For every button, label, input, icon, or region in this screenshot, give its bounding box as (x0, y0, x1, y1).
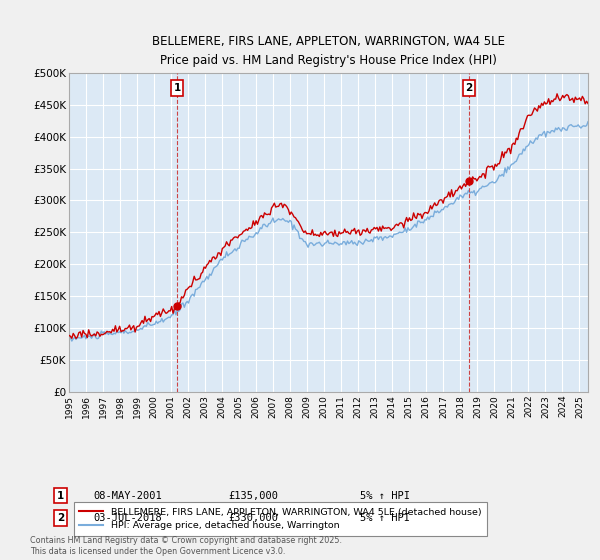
Title: BELLEMERE, FIRS LANE, APPLETON, WARRINGTON, WA4 5LE
Price paid vs. HM Land Regis: BELLEMERE, FIRS LANE, APPLETON, WARRINGT… (152, 35, 505, 67)
Text: Contains HM Land Registry data © Crown copyright and database right 2025.
This d: Contains HM Land Registry data © Crown c… (30, 536, 342, 556)
Text: 2: 2 (465, 83, 473, 93)
Text: £330,000: £330,000 (228, 513, 278, 523)
Text: 1: 1 (173, 83, 181, 93)
Text: 5% ↑ HPI: 5% ↑ HPI (360, 491, 410, 501)
Text: 2: 2 (57, 513, 64, 523)
Text: 1: 1 (57, 491, 64, 501)
Legend: BELLEMERE, FIRS LANE, APPLETON, WARRINGTON, WA4 5LE (detached house), HPI: Avera: BELLEMERE, FIRS LANE, APPLETON, WARRINGT… (74, 502, 487, 536)
Text: 5% ↑ HPI: 5% ↑ HPI (360, 513, 410, 523)
Text: 08-MAY-2001: 08-MAY-2001 (93, 491, 162, 501)
Text: 03-JUL-2018: 03-JUL-2018 (93, 513, 162, 523)
Text: £135,000: £135,000 (228, 491, 278, 501)
